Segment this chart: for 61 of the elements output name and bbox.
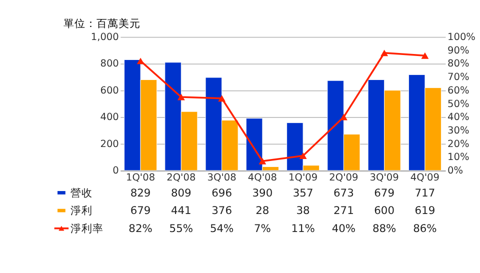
data-label: 829 [130, 186, 151, 200]
legend-label: 營收 [70, 186, 92, 200]
point [218, 95, 226, 102]
legend-label: 淨利率 [70, 222, 104, 235]
legend-label: 淨利 [70, 204, 92, 218]
y2-tick-label: 20% [447, 138, 470, 150]
data-label: 86% [413, 222, 437, 235]
y2-tick-label: 80% [447, 58, 470, 70]
x-tick-label: 3Q'08 [207, 172, 236, 184]
x-tick-label: 1Q'08 [126, 172, 156, 184]
point [177, 94, 185, 100]
x-tick-label: 4Q'09 [410, 172, 440, 184]
data-label: 809 [170, 186, 192, 200]
data-label: 82% [128, 222, 152, 235]
data-label: 38 [296, 204, 310, 218]
data-label: 40% [332, 222, 356, 235]
y2-tick-label: 10% [447, 152, 470, 164]
data-label: 390 [252, 186, 273, 200]
y-tick-label: 0 [112, 166, 119, 177]
data-label: 357 [292, 186, 314, 200]
data-label: 11% [291, 222, 315, 235]
data-label: 679 [374, 186, 395, 200]
x-tick-label: 2Q'08 [166, 172, 196, 184]
y2-tick-label: 30% [447, 126, 470, 137]
y-tick-label: 1,000 [90, 32, 119, 44]
data-label: 55% [169, 222, 194, 235]
x-tick-label: 4Q'08 [248, 172, 277, 184]
y2-tick-label: 0% [447, 166, 464, 177]
y2-tick-label: 50% [447, 98, 470, 110]
data-label: 673 [334, 186, 354, 200]
data-label: 441 [170, 204, 192, 218]
data-label: 679 [130, 204, 151, 218]
data-label: 696 [212, 186, 232, 200]
y2-tick-label: 40% [447, 112, 470, 124]
point [299, 152, 307, 160]
data-label: 28 [256, 204, 270, 218]
data-label: 54% [210, 222, 234, 235]
y-tick-label: 800 [100, 58, 119, 70]
data-label: 7% [254, 222, 271, 235]
y2-tick-label: 60% [447, 85, 470, 96]
y2-tick-label: 100% [447, 32, 476, 44]
y2-tick-label: 90% [447, 45, 470, 56]
y-tick-label: 400 [100, 112, 119, 124]
x-tick-label: 2Q'09 [329, 172, 358, 184]
data-label: 717 [414, 186, 436, 200]
data-label: 88% [372, 222, 396, 235]
chart-title: 單位：百萬美元 [64, 17, 141, 30]
y-tick-label: 200 [100, 138, 119, 150]
data-label: 600 [374, 204, 395, 218]
x-tick-label: 1Q'09 [288, 172, 318, 184]
data-label: 376 [212, 204, 232, 218]
point [421, 52, 429, 59]
data-label: 619 [414, 204, 436, 218]
data-label: 271 [334, 204, 354, 218]
point [340, 114, 348, 120]
y2-tick-label: 70% [447, 72, 470, 84]
x-tick-label: 3Q'09 [370, 172, 399, 184]
point [136, 58, 144, 64]
y-tick-label: 600 [100, 85, 119, 96]
point [258, 158, 266, 164]
point [380, 50, 388, 56]
